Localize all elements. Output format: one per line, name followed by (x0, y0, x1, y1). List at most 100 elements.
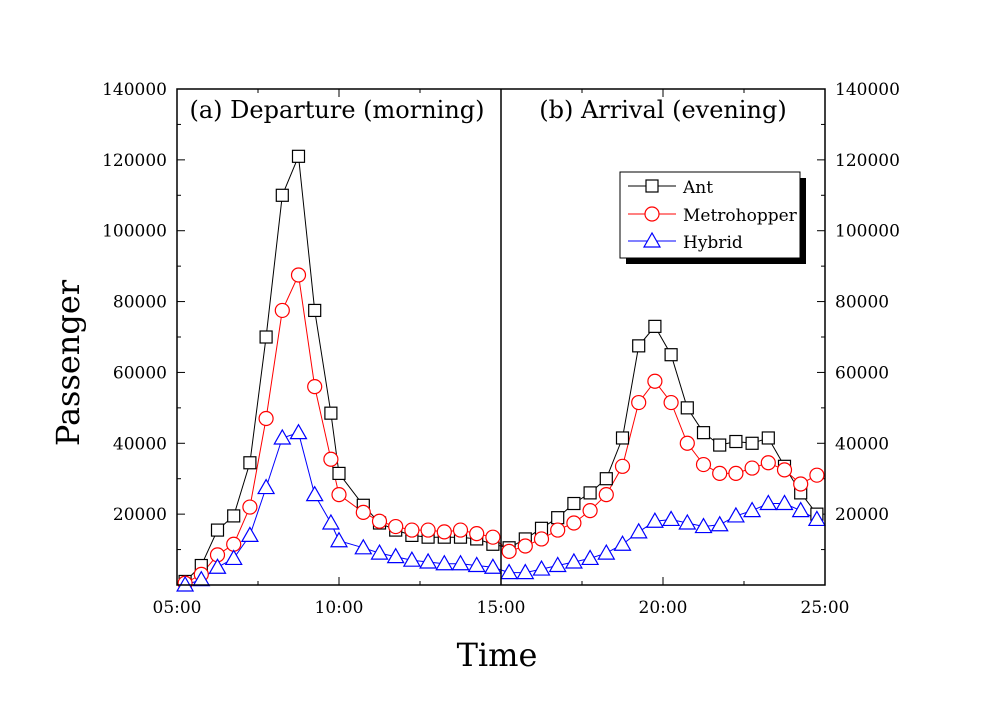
data-point-metrohopper (614, 458, 631, 474)
data-point-metrohopper (566, 515, 582, 531)
data-point-hybrid (224, 549, 243, 566)
data-point-hybrid (483, 558, 502, 574)
plot-frame (176, 88, 826, 586)
data-point-metrohopper (242, 499, 258, 515)
data-point-ant (713, 438, 727, 452)
data-point-metrohopper (663, 394, 679, 411)
x-tick-label: 15:00 (477, 598, 526, 618)
data-point-hybrid (581, 549, 600, 566)
data-point-hybrid (791, 501, 810, 518)
data-point-ant (632, 339, 646, 353)
data-point-ant (729, 434, 743, 449)
x-axis-title: Time (457, 636, 538, 674)
data-point-hybrid (500, 563, 519, 580)
y-tick-label-right: 40000 (835, 434, 889, 454)
y-axis-title: Passenger (49, 279, 87, 446)
data-point-ant (332, 466, 346, 480)
data-point-hybrid (467, 556, 486, 573)
data-point-hybrid (516, 563, 535, 580)
y-tick-label-left: 80000 (113, 293, 167, 313)
data-point-ant (567, 496, 581, 511)
data-point-hybrid (726, 506, 745, 523)
data-point-metrohopper (598, 487, 614, 503)
data-point-metrohopper (274, 302, 290, 319)
data-point-hybrid (743, 501, 762, 518)
data-point-hybrid (807, 510, 826, 527)
data-point-hybrid (321, 513, 340, 530)
data-point-hybrid (273, 428, 292, 445)
y-tick-label-left: 40000 (113, 434, 167, 454)
data-point-metrohopper (485, 529, 501, 545)
data-point-hybrid (402, 550, 421, 567)
data-point-hybrid (386, 547, 405, 564)
y-tick-label-left: 140000 (102, 80, 167, 100)
data-point-ant (745, 436, 759, 450)
y-tick-label-right: 120000 (835, 151, 900, 171)
series-markers (176, 149, 826, 592)
data-point-metrohopper (631, 394, 647, 411)
data-point-ant (259, 330, 273, 344)
data-point-hybrid (759, 494, 778, 511)
data-point-hybrid (645, 512, 664, 528)
legend-marker-hybrid (642, 231, 662, 248)
legend: Ant Metrohopper Hybrid (619, 171, 806, 264)
y-tick-label-right: 100000 (835, 222, 900, 242)
y-tick-label-left: 120000 (102, 151, 167, 171)
y-tick-label-right: 140000 (835, 80, 900, 100)
data-point-metrohopper (290, 267, 307, 283)
data-point-ant (761, 431, 775, 445)
data-point-ant (680, 401, 694, 415)
data-point-metrohopper (323, 451, 339, 467)
data-point-metrohopper (307, 379, 323, 395)
data-point-metrohopper (533, 531, 550, 547)
data-point-metrohopper (501, 543, 517, 559)
y-tick-label-right: 60000 (835, 363, 889, 383)
x-tick-label: 25:00 (801, 598, 850, 618)
data-point-hybrid (208, 558, 227, 574)
y-tick-label-left: 60000 (113, 363, 167, 383)
data-point-metrohopper (647, 373, 663, 389)
data-point-metrohopper (436, 524, 452, 540)
data-point-hybrid (329, 531, 349, 548)
data-point-metrohopper (712, 465, 728, 481)
legend-label-ant: Ant (682, 178, 713, 198)
data-point-hybrid (257, 478, 276, 495)
data-point-hybrid (710, 515, 729, 532)
data-point-ant (551, 511, 565, 525)
axis-ticks: 05:00 10:00 15:00 20:00 25:00 20000 20000 40000… (102, 80, 900, 618)
data-point-hybrid (354, 538, 373, 555)
data-point-metrohopper (420, 522, 436, 538)
data-point-ant (583, 486, 597, 500)
data-point-ant (696, 426, 711, 440)
data-point-metrohopper (679, 435, 695, 451)
data-point-metrohopper (258, 410, 274, 427)
data-point-metrohopper (809, 467, 825, 483)
data-point-metrohopper (582, 503, 598, 519)
data-point-hybrid (451, 554, 470, 571)
data-point-hybrid (435, 554, 454, 571)
data-point-hybrid (597, 543, 616, 560)
data-point-metrohopper (469, 526, 485, 542)
y-tick-label-left: 20000 (113, 505, 167, 525)
data-point-hybrid (305, 485, 324, 502)
data-point-metrohopper (550, 522, 566, 538)
data-point-hybrid (662, 510, 681, 527)
data-point-ant (599, 472, 613, 486)
data-point-hybrid (678, 513, 697, 530)
data-point-metrohopper (728, 465, 744, 481)
legend-label-hybrid: Hybrid (683, 233, 743, 253)
data-point-metrohopper (355, 504, 371, 520)
data-point-metrohopper (371, 513, 388, 529)
data-point-ant (210, 523, 225, 537)
y-tick-label-left: 100000 (102, 222, 167, 242)
data-point-metrohopper (331, 487, 347, 503)
data-point-hybrid (775, 494, 794, 511)
data-point-ant (615, 431, 630, 445)
data-point-hybrid (564, 552, 583, 569)
panel-label-departure: (a) Departure (morning) (189, 96, 484, 124)
legend-marker-ant (645, 179, 659, 193)
data-point-ant (308, 303, 322, 318)
data-point-hybrid (613, 535, 632, 551)
data-point-ant (664, 348, 678, 362)
data-point-hybrid (370, 543, 389, 560)
